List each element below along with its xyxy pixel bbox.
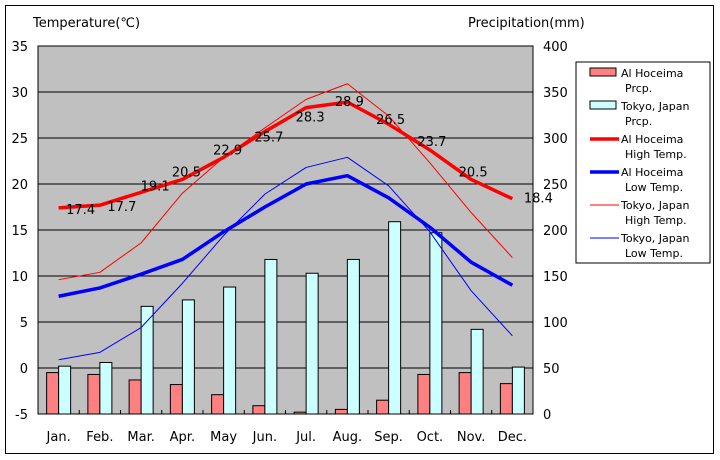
bar-al-hoceima-prcp <box>376 399 390 415</box>
data-label: 20.5 <box>172 165 201 180</box>
legend-label: Low Temp. <box>625 181 683 194</box>
left-tick-label: 20 <box>11 178 28 193</box>
bar-tokyo-prcp <box>470 328 484 415</box>
left-tick-label: 25 <box>11 132 28 147</box>
right-tick-label: 350 <box>543 86 568 101</box>
x-tick-label: Mar. <box>127 430 154 445</box>
left-axis-ticks: 35 30 25 20 15 10 5 0 -5 <box>11 40 28 423</box>
x-tick-label: Jul. <box>295 430 316 445</box>
right-tick-label: 400 <box>543 40 568 55</box>
bar-al-hoceima-prcp <box>417 373 431 415</box>
legend-label: Prcp. <box>625 82 652 95</box>
bar-tokyo-prcp <box>181 299 195 415</box>
data-label: 26.5 <box>376 113 405 128</box>
x-tick-label: Dec. <box>498 430 527 445</box>
bar-tokyo-prcp <box>511 366 525 415</box>
legend-label: Tokyo, Japan <box>620 199 689 212</box>
left-tick-label: 30 <box>11 86 28 101</box>
data-label: 19.1 <box>141 179 170 194</box>
x-tick-label: Oct. <box>417 430 444 445</box>
bar-tokyo-prcp <box>305 272 319 415</box>
bar-tokyo-prcp <box>99 361 113 415</box>
left-tick-label: 35 <box>11 40 28 55</box>
x-axis-ticks: Jan. Feb. Mar. Apr. May Jun. Jul. Aug. Sep. Oct. N… <box>46 410 527 445</box>
x-tick-label: May <box>210 430 237 445</box>
bar-al-hoceima-prcp <box>46 372 60 415</box>
bar-tokyo-prcp <box>264 258 278 415</box>
gridlines <box>38 91 533 369</box>
bar-al-hoceima-prcp <box>169 384 183 415</box>
bars <box>46 221 525 415</box>
line-al-hoceima-high-temp <box>58 100 514 210</box>
legend-label: Prcp. <box>625 115 652 128</box>
left-axis-title: Temperature(℃) <box>32 16 140 31</box>
bar-tokyo-prcp <box>140 305 154 415</box>
legend-label: Al Hoceima <box>621 133 683 146</box>
data-label: 25.7 <box>254 131 283 146</box>
bar-al-hoceima-prcp <box>128 379 142 415</box>
left-tick-label: 10 <box>11 270 28 285</box>
right-tick-label: 0 <box>543 408 551 423</box>
x-tick-label: Nov. <box>457 430 486 445</box>
line-al-hoceima-low-temp <box>58 173 514 298</box>
legend-label: Al Hoceima <box>621 166 683 179</box>
x-tick-label: Apr. <box>170 430 195 445</box>
legend: Al Hoceima Prcp. Tokyo, Japan Prcp. Al Hocei… <box>575 61 711 264</box>
data-label: 22.9 <box>213 143 242 158</box>
lines <box>58 83 514 361</box>
legend-swatch <box>589 100 617 110</box>
right-tick-label: 250 <box>543 178 568 193</box>
x-tick-label: Jan. <box>46 430 71 445</box>
data-label: 28.9 <box>335 95 364 110</box>
line-tokyo-japan-low-temp <box>58 156 513 361</box>
data-label: 18.4 <box>524 192 553 207</box>
bar-al-hoceima-prcp <box>334 408 348 415</box>
bar-al-hoceima-prcp <box>87 373 101 415</box>
right-axis-title: Precipitation(mm) <box>468 16 585 31</box>
right-tick-label: 300 <box>543 132 568 147</box>
bar-tokyo-prcp <box>223 286 237 415</box>
x-tick-label: Jun. <box>252 430 277 445</box>
legend-label: Al Hoceima <box>621 67 683 80</box>
bar-al-hoceima-prcp <box>499 383 513 415</box>
data-label: 23.7 <box>417 135 446 150</box>
left-tick-label: 5 <box>20 316 28 331</box>
legend-label: Tokyo, Japan <box>620 232 689 245</box>
data-label: 28.3 <box>296 111 325 126</box>
x-tick-label: Sep. <box>374 430 403 445</box>
bar-al-hoceima-prcp <box>252 405 266 415</box>
bar-tokyo-prcp <box>429 232 443 415</box>
x-tick-label: Aug. <box>333 430 363 445</box>
data-label: 17.7 <box>107 200 136 215</box>
bar-al-hoceima-prcp <box>211 394 225 415</box>
right-axis-ticks: 400 350 300 250 200 150 100 50 0 <box>543 40 568 423</box>
legend-label: Tokyo, Japan <box>620 100 689 113</box>
left-tick-label: -5 <box>15 408 28 423</box>
right-tick-label: 100 <box>543 316 568 331</box>
right-tick-label: 50 <box>543 362 560 377</box>
bar-al-hoceima-prcp <box>293 411 307 415</box>
left-tick-label: 15 <box>11 224 28 239</box>
bar-tokyo-prcp <box>346 258 360 415</box>
data-labels: 17.4 17.719.120.522.925.728.328.926.523.7… <box>66 95 553 218</box>
legend-label: High Temp. <box>625 148 687 161</box>
bar-al-hoceima-prcp <box>458 372 472 415</box>
right-tick-label: 150 <box>543 270 568 285</box>
data-label: 20.5 <box>459 165 488 180</box>
left-tick-label: 0 <box>20 362 28 377</box>
right-tick-label: 200 <box>543 224 568 239</box>
bar-tokyo-prcp <box>388 221 402 415</box>
legend-label: High Temp. <box>625 214 687 227</box>
data-label: 17.4 <box>66 203 95 218</box>
bar-tokyo-prcp <box>58 365 72 415</box>
x-tick-label: Feb. <box>86 430 113 445</box>
legend-box <box>575 61 711 264</box>
legend-swatch <box>589 67 617 77</box>
line-tokyo-japan-high-temp <box>58 83 513 281</box>
legend-label: Low Temp. <box>625 247 683 260</box>
